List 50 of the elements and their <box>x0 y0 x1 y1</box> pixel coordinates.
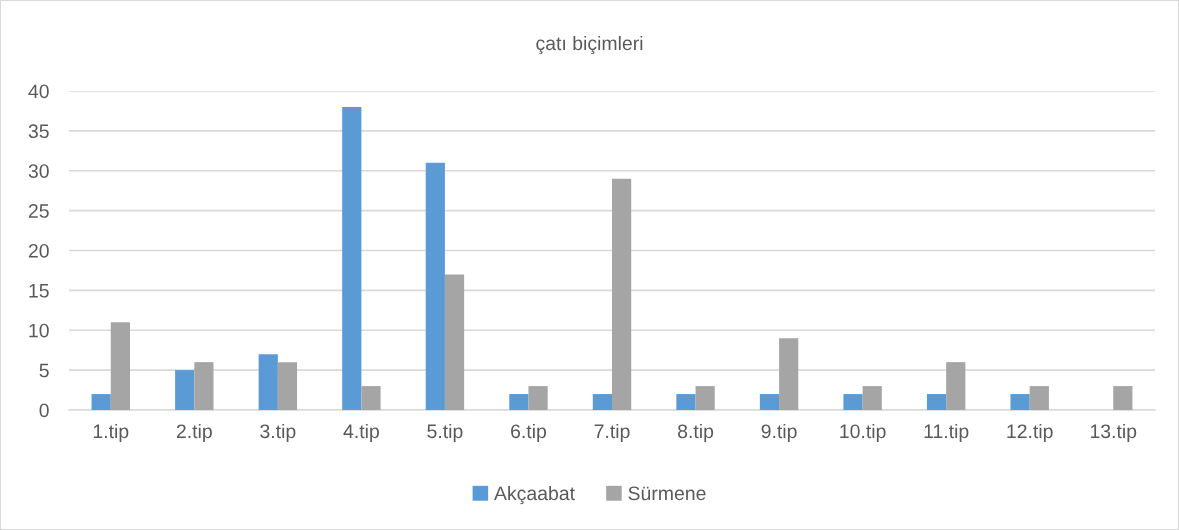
bar <box>592 394 612 410</box>
bar <box>946 362 966 410</box>
bar <box>509 394 529 410</box>
bar <box>1029 386 1049 410</box>
y-tick-label: 10 <box>29 323 49 338</box>
bar <box>528 386 548 410</box>
x-tick-label: 6.tip <box>511 423 547 443</box>
x-tick-label: 9.tip <box>761 423 797 443</box>
x-tick-label: 5.tip <box>427 423 463 443</box>
bar <box>926 394 947 410</box>
bar <box>258 354 278 410</box>
bar <box>361 386 381 410</box>
y-tick-label: 25 <box>28 204 49 218</box>
y-tick-label: 15 <box>29 284 49 298</box>
bar <box>110 322 130 410</box>
x-tick-label: 4.tip <box>343 423 379 443</box>
bar <box>194 362 214 410</box>
x-tick-label: 8.tip <box>678 423 714 443</box>
x-tick-label: 7.tip <box>594 423 630 443</box>
bar <box>277 362 298 410</box>
bar <box>676 394 696 410</box>
x-tick-label: 2.tip <box>176 423 212 443</box>
x-tick-label: 3.tip <box>260 423 296 443</box>
y-tick-label: 20 <box>28 243 49 258</box>
x-tick-label: 11.tip <box>924 423 969 443</box>
bar <box>695 386 715 410</box>
y-tick-label: 35 <box>28 124 49 139</box>
x-tick-label: 1.tip <box>93 423 129 443</box>
legend-label: Akçaabat <box>494 485 575 505</box>
bar <box>1113 386 1133 410</box>
x-tick-label: 10.tip <box>840 423 886 443</box>
bar <box>91 394 111 410</box>
bar <box>779 338 799 410</box>
y-tick-label: 0 <box>39 403 49 418</box>
x-tick-label: 13.tip <box>1090 423 1137 443</box>
bar <box>843 394 863 410</box>
bar <box>444 274 465 410</box>
x-tick-label: 12.tip <box>1007 423 1053 443</box>
bar <box>759 394 780 410</box>
bar <box>1010 394 1030 410</box>
y-tick-label: 5 <box>39 363 49 378</box>
bar <box>862 386 882 410</box>
bar <box>425 162 445 410</box>
legend-label: Sürmene <box>628 486 706 501</box>
y-tick-label: 30 <box>28 164 49 178</box>
bar <box>342 106 362 410</box>
bar <box>175 370 195 410</box>
chart-title: çatı biçimleri <box>536 35 643 55</box>
y-tick-label: 40 <box>28 84 49 99</box>
bar <box>612 178 632 410</box>
